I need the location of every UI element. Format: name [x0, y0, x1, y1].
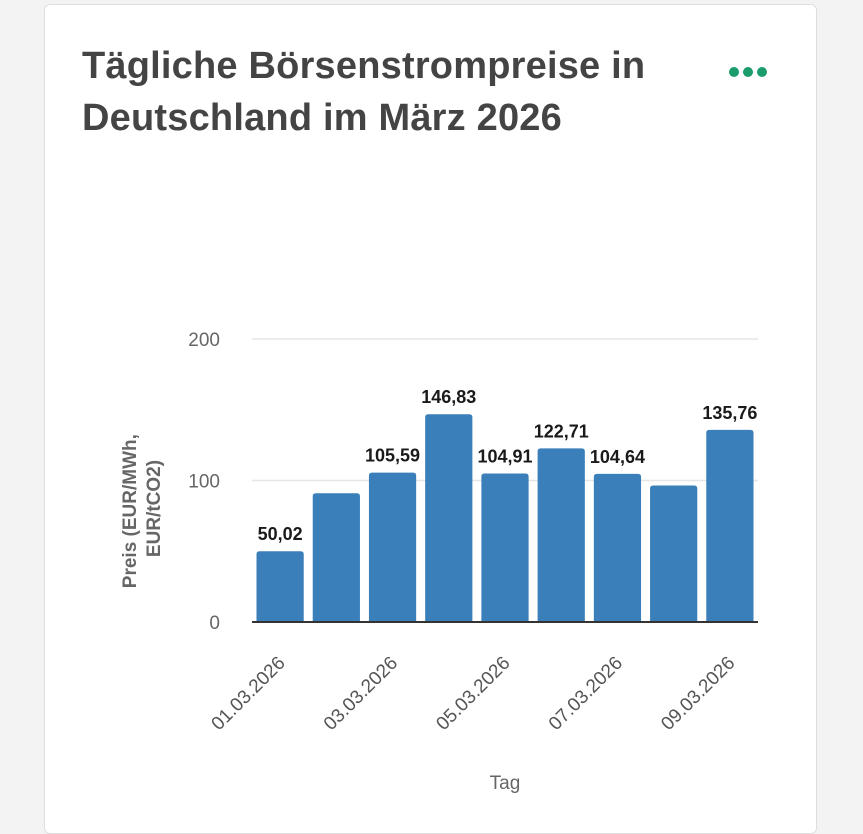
bar-09.03.2026[interactable] — [706, 429, 754, 622]
y-axis-title-line-2: EUR/tCO2) — [144, 460, 165, 557]
data-label: 50,02 — [258, 524, 303, 544]
y-axis-ticks: 0 100 200 — [188, 330, 220, 634]
bar-08.03.2026[interactable] — [650, 485, 698, 622]
y-tick-label: 100 — [188, 472, 220, 493]
bar-02.03.2026[interactable] — [312, 493, 360, 622]
bar-01.03.2026[interactable] — [256, 551, 304, 622]
y-tick-label: 0 — [209, 613, 220, 634]
data-label: 104,91 — [477, 447, 532, 467]
bar-04.03.2026[interactable] — [425, 414, 473, 622]
data-label: 146,83 — [421, 387, 476, 407]
y-axis-title-line-1: Preis (EUR/MWh, — [120, 434, 141, 588]
x-tick-label: 01.03.2026 — [208, 653, 290, 735]
bar-chart: 0 100 200 50,02 105,59 146,83 104,91122,71104… — [120, 330, 758, 794]
bar-03.03.2026[interactable] — [368, 472, 417, 622]
more-horizontal-icon-dot — [757, 67, 767, 77]
x-axis-ticks: 01.03.2026 03.03.2026 05.03.2026 07.03.2026… — [208, 653, 740, 735]
x-tick-label: 07.03.2026 — [545, 653, 627, 735]
bar-07.03.2026[interactable] — [593, 473, 642, 622]
y-axis-title: Preis (EUR/MWh, EUR/tCO2) — [120, 429, 165, 588]
bar-05.03.2026[interactable] — [481, 473, 529, 622]
more-horizontal-icon-dot — [743, 67, 753, 77]
data-label: 135,76 — [702, 403, 757, 423]
chart-title: Tägliche Börsenstrompreise in Deutschlan… — [82, 45, 646, 139]
bars — [256, 414, 754, 622]
x-tick-label: 09.03.2026 — [657, 653, 739, 735]
data-label: 104,64 — [590, 447, 645, 467]
data-label: 105,59 — [365, 446, 420, 466]
more-horizontal-icon-dot — [729, 67, 739, 77]
x-axis-title: Tag — [490, 773, 521, 794]
data-label: 122,71 — [534, 421, 589, 441]
bar-06.03.2026[interactable] — [537, 448, 585, 622]
more-options-button[interactable] — [722, 58, 774, 86]
x-tick-label: 03.03.2026 — [320, 653, 402, 735]
x-tick-label: 05.03.2026 — [432, 653, 514, 735]
y-tick-label: 200 — [188, 330, 220, 351]
